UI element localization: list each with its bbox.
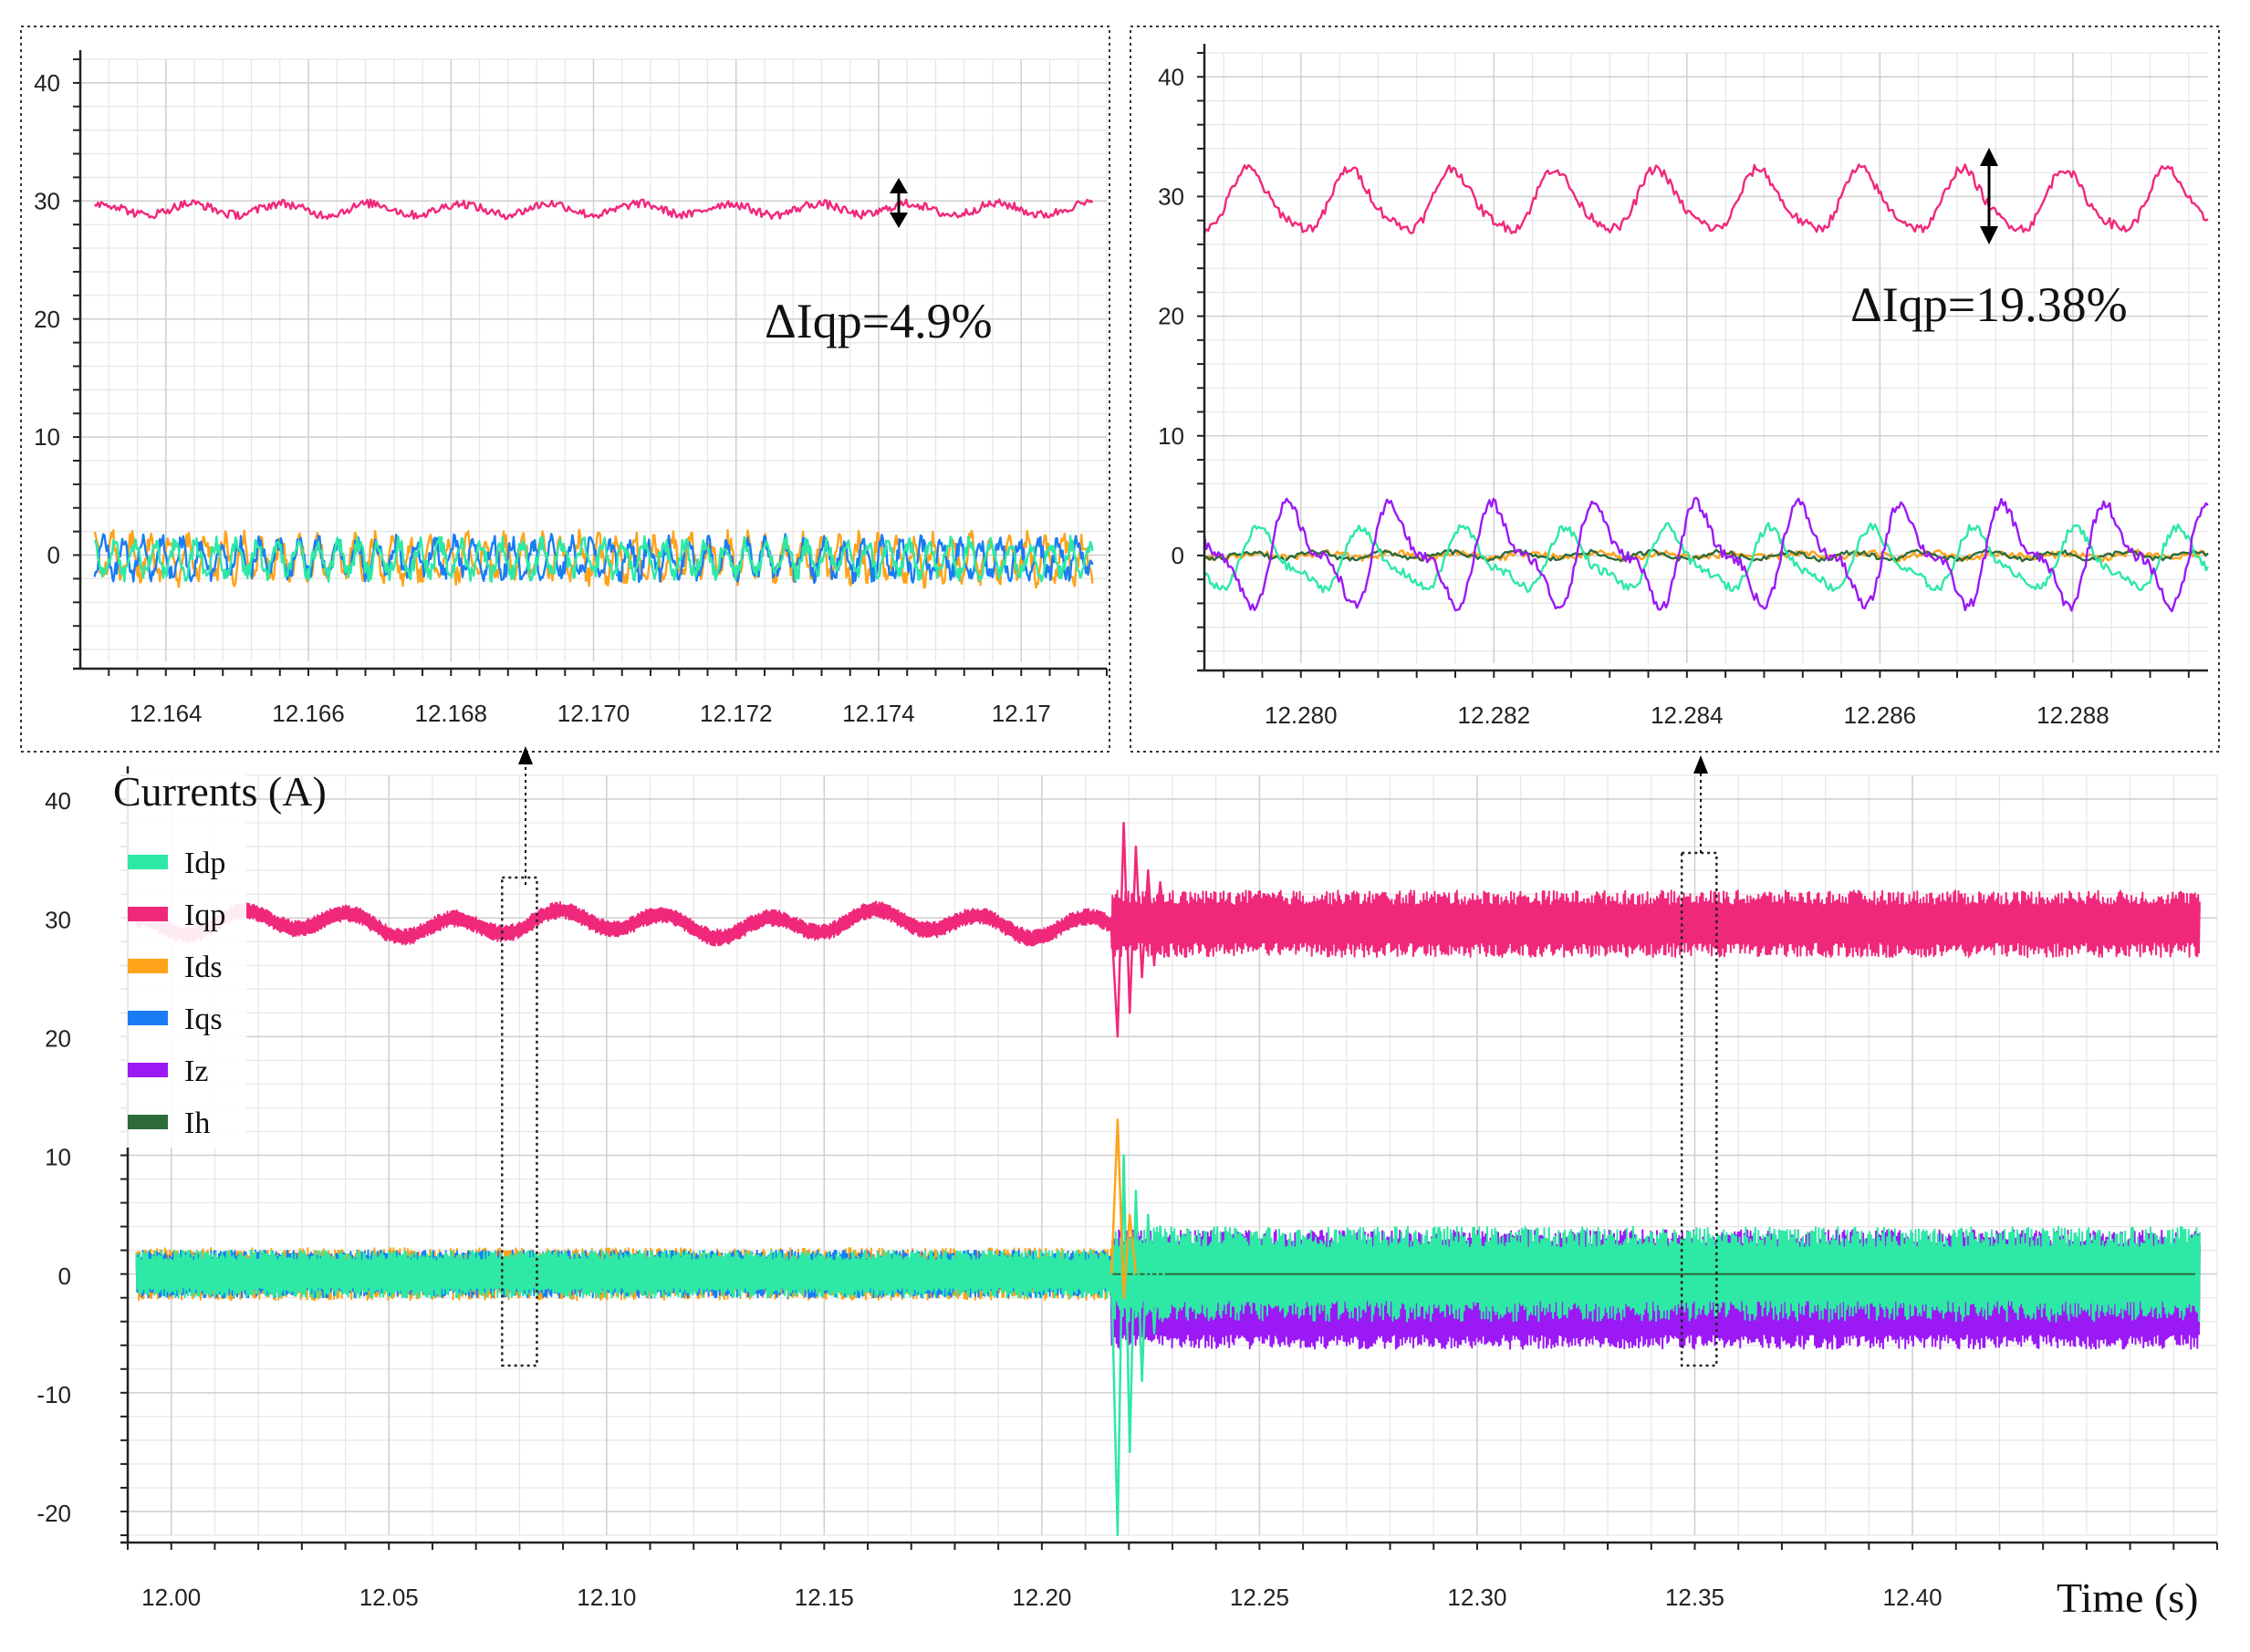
- x-tick-label: 12.284: [1651, 701, 1724, 729]
- legend-swatch-iqs: [128, 1011, 168, 1025]
- y-tick-label: 0: [1172, 542, 1184, 569]
- x-tick-label: 12.00: [141, 1584, 201, 1611]
- legend-label-idp: Idp: [184, 847, 225, 880]
- main-y-tick-labels: 40 30 20 10 0 -10 -20: [36, 787, 71, 1527]
- x-tick-label: 12.17: [992, 700, 1051, 727]
- zoom-before-x-tick-labels: 12.164 12.166 12.168 12.170 12.172 12.174 12.1…: [130, 700, 1051, 727]
- zoom-panel-before-frame: [20, 26, 1110, 753]
- zoom-connector-after: [1693, 755, 1708, 853]
- series-line-iqp: [94, 198, 1094, 221]
- legend-label-ih: Ih: [184, 1107, 210, 1140]
- series-line-idp: [1109, 1154, 1168, 1537]
- x-tick-label: 12.172: [700, 700, 773, 727]
- chart-title: Currents (A): [113, 768, 327, 815]
- main-x-tick-labels: 12.00 12.05 12.10 12.15 12.20 12.25 12.30 12.35…: [141, 1584, 1942, 1611]
- legend-swatch-ids: [128, 959, 168, 973]
- y-tick-label: -10: [36, 1381, 71, 1408]
- main-series-lines: [135, 821, 2201, 1537]
- y-tick-label: 0: [58, 1262, 71, 1290]
- zoom-before-axes: [73, 50, 1108, 676]
- legend-label-iqp: Iqp: [184, 899, 225, 932]
- legend-label-iz: Iz: [184, 1055, 208, 1088]
- x-tick-label: 12.25: [1230, 1584, 1289, 1611]
- zoom-panel-after: 12.280 12.282 12.284 12.286 12.288 40 30 20 10 0…: [1130, 26, 2220, 753]
- x-tick-label: 12.168: [414, 700, 487, 727]
- zoom-after-x-tick-labels: 12.280 12.282 12.284 12.286 12.288: [1265, 701, 2109, 729]
- zoom-after-series-lines: [1203, 163, 2210, 613]
- series-line-iqs: [93, 533, 1094, 585]
- zoom-panel-after-frame: [1130, 26, 2220, 753]
- main-gridlines: [127, 774, 2218, 1536]
- x-tick-label: 12.170: [557, 700, 630, 727]
- zoom-before-series-lines: [93, 198, 1094, 589]
- arrow-up-icon: [518, 746, 533, 764]
- delta-iqp-annotation-before: ΔIqp=4.9%: [765, 294, 993, 348]
- series-line-idp: [93, 535, 1094, 584]
- main-axes: [120, 766, 2218, 1550]
- y-tick-label: 40: [45, 787, 71, 815]
- y-tick-label: 40: [34, 69, 60, 97]
- x-tick-label: 12.286: [1844, 701, 1917, 729]
- main-zoom-markers: [501, 851, 1718, 1367]
- x-tick-label: 12.282: [1458, 701, 1531, 729]
- x-tick-label: 12.166: [272, 700, 345, 727]
- x-tick-label: 12.280: [1265, 701, 1338, 729]
- legend-swatch-ih: [128, 1115, 168, 1129]
- y-tick-label: 10: [45, 1144, 71, 1171]
- y-tick-label: 30: [45, 906, 71, 933]
- legend-label-ids: Ids: [184, 951, 223, 984]
- y-tick-label: 20: [45, 1025, 71, 1053]
- zoom-before-y-tick-labels: 40 30 20 10 0: [34, 69, 60, 569]
- zoom-panel-before: 12.164 12.166 12.168 12.170 12.172 12.174 12.1…: [20, 26, 1110, 753]
- x-tick-label: 12.30: [1447, 1584, 1506, 1611]
- legend-swatch-iqp: [128, 907, 168, 921]
- x-tick-label: 12.35: [1665, 1584, 1724, 1611]
- double-arrow-icon: [890, 178, 908, 228]
- series-line-idp: [135, 1225, 2201, 1323]
- y-tick-label: 30: [1158, 183, 1184, 211]
- series-line-ids: [93, 528, 1094, 589]
- y-tick-label: 0: [47, 542, 60, 569]
- legend-swatch-iz: [128, 1063, 168, 1077]
- x-tick-label: 12.10: [577, 1584, 636, 1611]
- zoom-window-marker: [1680, 851, 1718, 1367]
- y-tick-label: 30: [34, 187, 60, 214]
- series-line-ids: [1109, 1118, 1138, 1299]
- x-axis-label: Time (s): [2057, 1574, 2199, 1621]
- x-tick-label: 12.05: [359, 1584, 419, 1611]
- x-tick-label: 12.174: [842, 700, 915, 727]
- x-tick-label: 12.20: [1012, 1584, 1071, 1611]
- y-tick-label: 10: [1158, 422, 1184, 450]
- series-line-iqp: [135, 889, 2201, 959]
- y-tick-label: 40: [1158, 63, 1184, 90]
- y-tick-label: 20: [1158, 303, 1184, 330]
- double-arrow-icon: [1980, 148, 1998, 244]
- series-line-iz: [1203, 496, 2209, 613]
- y-tick-label: -20: [36, 1500, 71, 1527]
- x-tick-label: 12.288: [2036, 701, 2109, 729]
- series-line-idp: [1203, 522, 2210, 594]
- zoom-connector-before: [518, 746, 533, 885]
- y-tick-label: 20: [34, 306, 60, 333]
- delta-iqp-annotation-after: ΔIqp=19.38%: [1850, 277, 2128, 332]
- legend: Idp Iqp Ids Iqs Iz Ih: [109, 774, 246, 1148]
- x-tick-label: 12.15: [795, 1584, 854, 1611]
- x-tick-label: 12.40: [1883, 1584, 1943, 1611]
- x-tick-label: 12.164: [130, 700, 203, 727]
- main-plot: 12.00 12.05 12.10 12.15 12.20 12.25 12.30 12.35…: [36, 766, 2218, 1621]
- y-tick-label: 10: [34, 423, 60, 451]
- series-line-iqp: [1109, 821, 1168, 1038]
- zoom-after-axes: [1197, 44, 2208, 678]
- legend-swatch-idp: [128, 855, 168, 869]
- zoom-after-gridlines: [1204, 52, 2208, 663]
- series-line-iqp: [1203, 163, 2209, 234]
- arrow-up-icon: [1693, 755, 1708, 774]
- legend-label-iqs: Iqs: [184, 1003, 223, 1036]
- zoom-after-y-tick-labels: 40 30 20 10 0: [1158, 63, 1184, 569]
